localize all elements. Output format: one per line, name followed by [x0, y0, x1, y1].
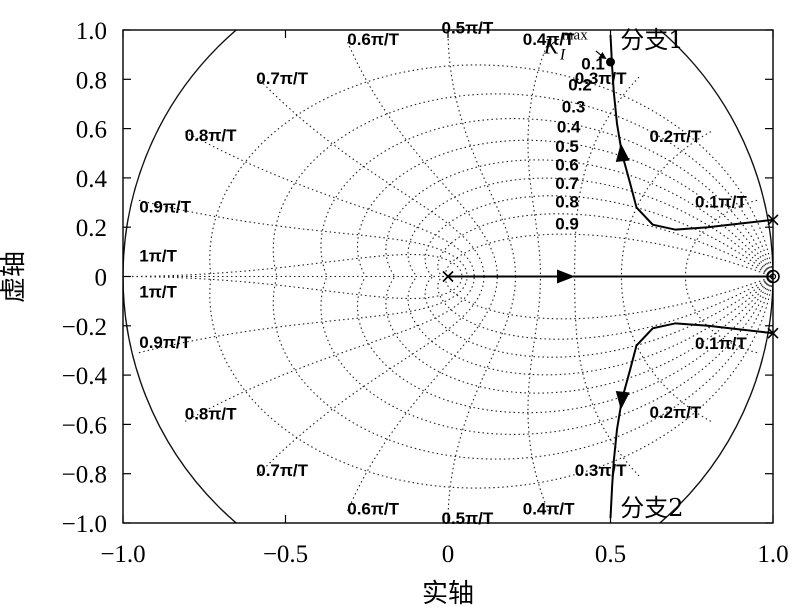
- damping-curve: [437, 276, 773, 340]
- frequency-curve: [447, 30, 517, 277]
- frequency-label-upper: 0.1π/T: [695, 192, 747, 211]
- frequency-curve: [447, 276, 517, 523]
- arrow-branch-1: [615, 143, 630, 162]
- locus-branch-2: [609, 322, 774, 519]
- damping-label: 0.1: [581, 54, 605, 73]
- unit-circle-layer: [123, 30, 773, 523]
- frequency-label-upper: 0.8π/T: [185, 126, 237, 145]
- frequency-curve: [184, 131, 475, 277]
- arrow-head: [615, 143, 630, 162]
- damping-curve: [209, 64, 773, 277]
- arrow-head: [557, 269, 575, 284]
- axes-layer: −1.0 −0.5 0 0.5 1.0 1.0 0.8 0.6 0.4 0.2 0 −0.2 −0.4 −…: [0, 18, 789, 609]
- y-tick-label: 0.8: [76, 67, 107, 94]
- frequency-label-lower: 0.5π/T: [442, 509, 494, 528]
- frequency-label-upper: 0.3π/T: [575, 69, 627, 88]
- x-axis-title: 实轴: [422, 579, 474, 609]
- damping-curve: [445, 275, 773, 320]
- frequency-label-lower: 0.2π/T: [650, 403, 702, 422]
- frequency-curve: [256, 76, 485, 277]
- frequency-label-lower: 1π/T: [139, 282, 177, 301]
- y-tick-label: −0.8: [62, 462, 107, 489]
- frequency-label-lower: 0.6π/T: [347, 499, 399, 518]
- frequency-label-upper: 0.4π/T: [523, 30, 575, 49]
- y-tick-label: 0.4: [76, 166, 108, 193]
- pole-stroke: [442, 270, 454, 283]
- label-layer: 0.1 0.2 0.30.40.50.60.70.8 0.9 0.1π/T 0.1π/T 0…: [139, 19, 747, 529]
- x-tick-label: 0.5: [595, 541, 626, 568]
- damping-curve: [272, 276, 773, 460]
- damping-curve: [385, 276, 773, 394]
- damping-curve: [437, 213, 773, 277]
- frequency-label-lower: 0.8π/T: [185, 404, 237, 423]
- frequency-curve: [347, 276, 498, 512]
- damping-label: 0.2: [568, 75, 592, 94]
- frequency-label-upper: 0.9π/T: [139, 197, 191, 216]
- locus-branch-1: [609, 34, 774, 231]
- k-symbol: K: [543, 33, 560, 58]
- damping-curve: [385, 159, 773, 277]
- x-tick-label: 0: [442, 541, 455, 568]
- frequency-label-upper: 0.5π/T: [442, 19, 494, 38]
- y-tick-label: −0.2: [62, 314, 107, 341]
- frequency-label-upper: 0.2π/T: [650, 127, 702, 146]
- damping-curve: [320, 118, 773, 277]
- branch-2-label: 分支2: [620, 494, 683, 522]
- arrow-head: [615, 391, 630, 410]
- damping-label: 0.9: [555, 215, 579, 234]
- damping-curve: [209, 276, 773, 489]
- x-tick-label: −1.0: [100, 541, 145, 568]
- pole-marker: [442, 270, 454, 283]
- arrow-real-axis: [557, 269, 575, 284]
- kmax-pointer-head: [598, 52, 607, 60]
- k-superscript: max: [562, 27, 588, 43]
- damping-label: 0.3: [562, 98, 586, 117]
- branch-1-label: 分支1: [620, 26, 683, 54]
- damping-curve: [356, 139, 773, 277]
- damping-label: 0.6: [555, 156, 579, 175]
- frequency-label-lower: 0.3π/T: [575, 461, 627, 480]
- frequency-label-lower: 0.9π/T: [139, 333, 191, 352]
- damping-curve: [407, 276, 773, 376]
- k-subscript: I: [559, 46, 566, 63]
- root-locus-layer: [442, 34, 780, 519]
- damping-curve: [320, 276, 773, 435]
- frequency-curve: [527, 276, 549, 512]
- frequency-curve: [527, 41, 549, 277]
- damping-label: 0.4: [557, 117, 581, 136]
- y-tick-label: −0.6: [62, 412, 107, 439]
- y-tick-label: 0: [95, 265, 108, 292]
- y-axis-title: 虚轴: [0, 251, 29, 303]
- kmax-point: [606, 57, 615, 67]
- frequency-curve: [256, 276, 485, 477]
- arrow-branch-2: [615, 391, 630, 410]
- frequency-label-lower: 0.1π/T: [695, 334, 747, 353]
- frequency-label-lower: 0.7π/T: [256, 461, 308, 480]
- damping-curve: [356, 276, 773, 414]
- frequency-label-upper: 0.7π/T: [256, 69, 308, 88]
- y-tick-label: 0.6: [76, 117, 107, 144]
- frequency-curve: [684, 199, 758, 277]
- damping-curve: [272, 93, 773, 277]
- frequency-label-upper: 0.6π/T: [347, 30, 399, 49]
- damping-label: 0.5: [555, 137, 579, 156]
- damping-label: 0.8: [555, 192, 579, 211]
- y-tick-label: −0.4: [62, 363, 108, 390]
- frequency-curve: [347, 41, 498, 277]
- frequency-curve: [684, 276, 758, 354]
- frequency-curve: [184, 276, 475, 422]
- x-tick-label: −0.5: [263, 541, 308, 568]
- damping-label: 0.7: [555, 174, 579, 193]
- damping-curve: [445, 233, 773, 278]
- y-tick-label: 1.0: [76, 18, 107, 45]
- frequency-label-upper: 1π/T: [139, 247, 177, 266]
- frequency-label-lower: 0.4π/T: [523, 499, 575, 518]
- x-tick-label: 1.0: [757, 541, 788, 568]
- y-tick-label: −1.0: [62, 511, 107, 538]
- y-tick-label: 0.2: [76, 215, 107, 242]
